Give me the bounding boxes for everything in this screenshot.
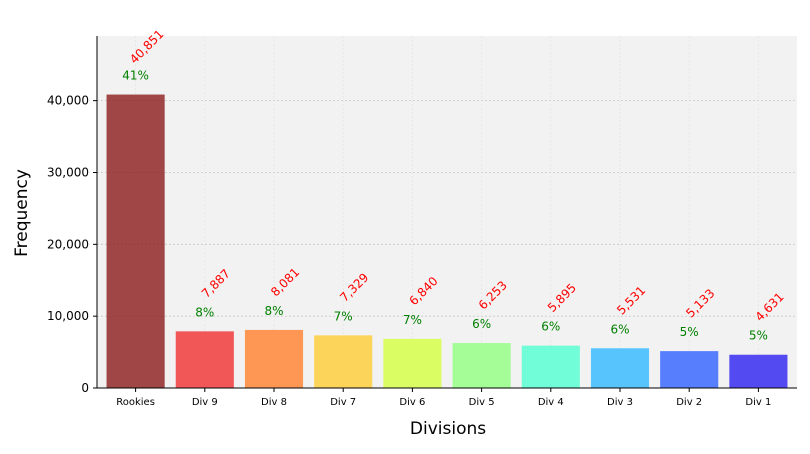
y-tick-label: 20,000	[47, 237, 89, 251]
y-tick-label: 30,000	[47, 165, 89, 179]
x-tick-label: Div 6	[399, 397, 425, 408]
percent-label: 6%	[610, 322, 629, 336]
y-tick-label: 40,000	[47, 94, 89, 108]
x-tick-label: Div 8	[261, 397, 287, 408]
percent-label: 8%	[195, 305, 214, 319]
x-tick-label: Div 1	[745, 397, 771, 408]
bar-div-5	[452, 343, 511, 388]
x-tick-label: Div 4	[538, 397, 564, 408]
x-axis-title: Divisions	[410, 419, 486, 439]
percent-label: 7%	[403, 313, 422, 327]
bar-div-1	[729, 354, 788, 388]
percent-label: 7%	[334, 309, 353, 323]
percent-label: 5%	[749, 329, 768, 343]
bar-div-2	[660, 351, 719, 388]
bar-div-9	[175, 331, 234, 388]
x-tick-label: Div 5	[469, 397, 495, 408]
percent-label: 8%	[264, 304, 283, 318]
y-axis-title: Frequency	[12, 169, 32, 257]
percent-label: 41%	[122, 69, 149, 83]
bar-div-3	[590, 348, 650, 388]
percent-label: 6%	[541, 320, 560, 334]
bar-rookies	[106, 94, 165, 388]
x-tick-label: Div 3	[607, 397, 633, 408]
bar-div-6	[383, 338, 442, 388]
x-tick-label: Div 7	[330, 397, 356, 408]
bar-div-7	[314, 335, 373, 388]
x-tick-label: Div 9	[192, 397, 218, 408]
x-tick-label: Rookies	[116, 397, 155, 408]
x-tick-label: Div 2	[676, 397, 702, 408]
plot-background	[97, 36, 797, 388]
y-tick-label: 10,000	[47, 309, 89, 323]
y-tick-label: 0	[81, 381, 89, 395]
bar-div-8	[244, 329, 304, 388]
percent-label: 5%	[680, 325, 699, 339]
percent-label: 6%	[472, 317, 491, 331]
bar-div-4	[521, 345, 580, 388]
